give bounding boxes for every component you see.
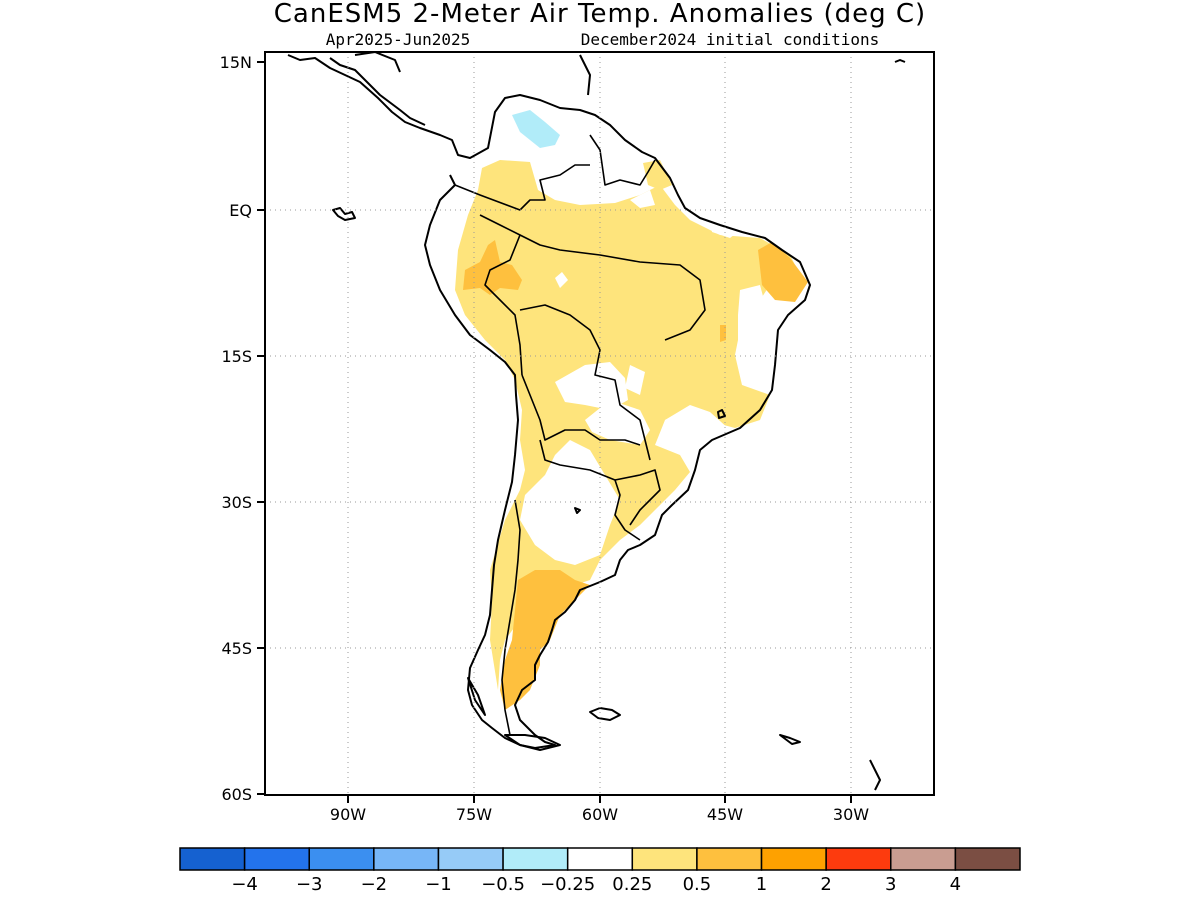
colorbar-swatch bbox=[308, 847, 375, 871]
lat-tick-label: 15S bbox=[221, 347, 252, 366]
coastlines bbox=[287, 52, 906, 791]
lon-tick-label: 45W bbox=[707, 805, 743, 824]
colorbar-tick-label: −3 bbox=[296, 874, 323, 895]
colorbar-swatch bbox=[437, 847, 504, 871]
colorbar-swatch bbox=[243, 847, 310, 871]
colorbar-tick-label: 0.5 bbox=[683, 874, 712, 895]
lat-tick-label: EQ bbox=[229, 201, 252, 220]
colorbar-tick-label: 3 bbox=[885, 874, 896, 895]
colorbar-swatch bbox=[825, 847, 892, 871]
lon-tick-label: 90W bbox=[330, 805, 366, 824]
figure-title: CanESM5 2-Meter Air Temp. Anomalies (deg… bbox=[274, 0, 926, 29]
colorbar-swatch bbox=[631, 847, 698, 871]
colorbar-swatch bbox=[696, 847, 763, 871]
lon-tick-label: 30W bbox=[833, 805, 869, 824]
colorbar: −4 −3 −2 −1 −0.5 −0.25 0.25 0.5 1 2 3 4 bbox=[179, 847, 1021, 895]
colorbar-swatch bbox=[373, 847, 440, 871]
colorbar-swatch bbox=[566, 847, 634, 871]
lat-tick-label: 45S bbox=[221, 639, 252, 658]
lon-tick-label: 75W bbox=[456, 805, 492, 824]
colorbar-swatch bbox=[890, 847, 957, 871]
initial-conditions-subtitle: December2024 initial conditions bbox=[581, 30, 880, 49]
lon-tick-label: 60W bbox=[582, 805, 618, 824]
colorbar-swatch bbox=[954, 847, 1021, 871]
lat-tick-label: 15N bbox=[220, 53, 252, 72]
colorbar-swatch bbox=[179, 847, 246, 871]
colorbar-tick-label: −4 bbox=[231, 874, 258, 895]
colorbar-tick-label: −0.5 bbox=[481, 874, 525, 895]
colorbar-tick-label: −1 bbox=[425, 874, 452, 895]
colorbar-tick-label: −0.25 bbox=[540, 874, 595, 895]
lat-axis: 15N EQ 15S 30S 45S 60S bbox=[220, 53, 265, 804]
colorbar-swatch bbox=[760, 847, 827, 871]
lon-axis: 90W 75W 60W 45W 30W bbox=[330, 795, 869, 824]
colorbar-tick-label: 1 bbox=[756, 874, 767, 895]
colorbar-tick-label: 4 bbox=[950, 874, 961, 895]
lat-tick-label: 60S bbox=[221, 785, 252, 804]
map-area bbox=[265, 52, 934, 795]
anomaly-shading-lightblue bbox=[512, 110, 560, 148]
colorbar-tick-label: 0.25 bbox=[612, 874, 652, 895]
colorbar-swatch bbox=[502, 847, 569, 871]
lat-tick-label: 30S bbox=[221, 493, 252, 512]
anomaly-shading-orange bbox=[463, 240, 808, 710]
colorbar-tick-label: 2 bbox=[820, 874, 831, 895]
colorbar-tick-label: −2 bbox=[361, 874, 388, 895]
country-borders bbox=[454, 134, 706, 736]
period-subtitle: Apr2025-Jun2025 bbox=[326, 30, 471, 49]
